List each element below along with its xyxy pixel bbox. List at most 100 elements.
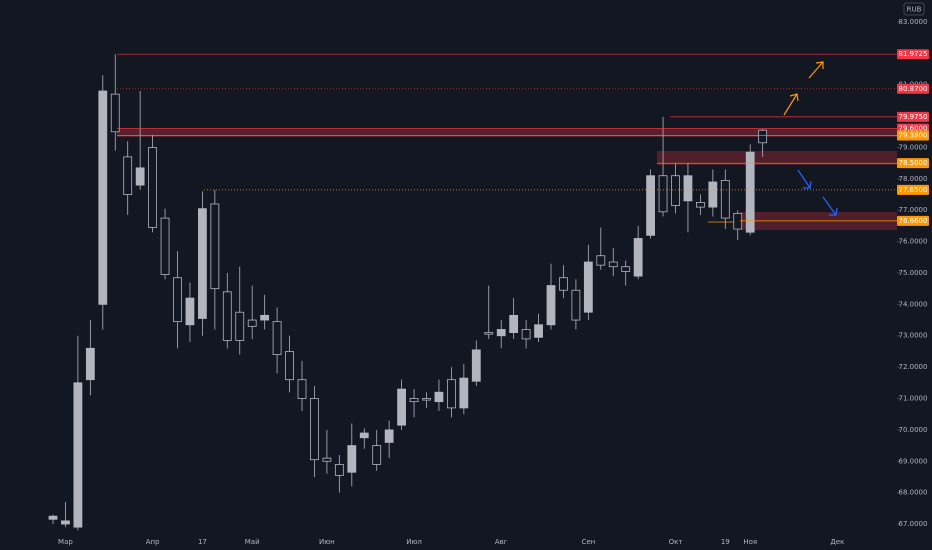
currency: RUB bbox=[907, 6, 922, 14]
x-tick-label: Июн bbox=[319, 538, 335, 546]
candle-body bbox=[98, 90, 108, 305]
level-label: 79.6000 bbox=[899, 125, 928, 133]
x-tick-label: 19 bbox=[721, 538, 730, 546]
x-tick-label: Дек bbox=[830, 538, 844, 546]
level-label-box bbox=[897, 215, 929, 226]
candle-body bbox=[185, 297, 195, 326]
y-tick-label: 75.0000 bbox=[899, 269, 928, 277]
candle-body bbox=[596, 255, 606, 266]
x-tick-label: Окт bbox=[669, 538, 683, 546]
candle-body bbox=[696, 201, 705, 208]
candle-body bbox=[571, 289, 581, 321]
candle-body bbox=[409, 398, 419, 403]
candle-body bbox=[210, 203, 220, 290]
y-tick-label: 79.0000 bbox=[899, 143, 928, 151]
y-tick-label: 70.0000 bbox=[899, 426, 928, 434]
candle-body bbox=[608, 261, 618, 268]
x-tick-label: Май bbox=[245, 538, 260, 546]
plot bbox=[48, 54, 768, 531]
candle-body bbox=[260, 314, 270, 321]
candle-body bbox=[384, 429, 394, 443]
level-label-box bbox=[897, 130, 929, 141]
arrows bbox=[783, 61, 838, 216]
candle-body bbox=[671, 175, 680, 206]
candle-body bbox=[247, 319, 257, 327]
candle-body bbox=[534, 324, 543, 338]
level-label-box bbox=[897, 111, 929, 122]
candle-body bbox=[521, 329, 531, 340]
candle-body bbox=[509, 314, 519, 334]
x-tick-label: Ноя bbox=[743, 538, 757, 546]
level-label: 76.6600 bbox=[899, 217, 928, 225]
candle-body bbox=[347, 445, 357, 473]
y-tick-label: 83.0000 bbox=[899, 18, 928, 26]
candle-body bbox=[484, 332, 494, 335]
y-tick-label: 78.0000 bbox=[899, 175, 928, 183]
candle-body bbox=[422, 398, 431, 401]
level-label-box bbox=[897, 184, 929, 195]
x-tick-label: Сен bbox=[581, 538, 595, 546]
x-tick-label: Апр bbox=[146, 538, 160, 546]
candle-body bbox=[758, 129, 768, 144]
currency-box bbox=[903, 2, 925, 16]
candle-body bbox=[633, 238, 643, 277]
x-tick-label: Мар bbox=[58, 538, 73, 546]
y-tick-label: 71.0000 bbox=[899, 395, 928, 403]
level-label-box bbox=[897, 158, 929, 169]
candle-body bbox=[272, 321, 282, 355]
candle-body bbox=[235, 311, 245, 341]
level-label: 81.9725 bbox=[899, 50, 928, 58]
level-label: 80.8700 bbox=[899, 85, 928, 93]
candle-body bbox=[73, 382, 83, 528]
candle-body bbox=[446, 379, 456, 409]
level-label-box bbox=[897, 83, 929, 94]
candle-body bbox=[745, 151, 755, 233]
candle-body bbox=[708, 181, 718, 208]
candle-body bbox=[646, 175, 655, 236]
candle-body bbox=[372, 445, 382, 465]
candle-body bbox=[197, 208, 207, 319]
candle-body bbox=[720, 180, 730, 219]
y-tick-label: 77.0000 bbox=[899, 206, 928, 214]
zone bbox=[117, 129, 897, 137]
candle-body bbox=[110, 93, 120, 133]
y-tick-label: 69.0000 bbox=[899, 457, 928, 465]
y-tick-label: 73.0000 bbox=[899, 332, 928, 340]
level-label-box bbox=[897, 49, 929, 60]
x-tick-label: Июл bbox=[406, 538, 422, 546]
candle-body bbox=[135, 167, 145, 186]
y-tick-label: 68.0000 bbox=[899, 489, 928, 497]
level-label: 78.5000 bbox=[899, 159, 928, 167]
candle-body bbox=[222, 291, 232, 341]
x-tick-label: 17 bbox=[198, 538, 207, 546]
candle-body bbox=[359, 432, 369, 439]
level-label: 79.9750 bbox=[899, 113, 928, 121]
candle-body bbox=[546, 285, 556, 326]
candle-body bbox=[123, 156, 133, 195]
x-tick-label: Авг bbox=[495, 538, 508, 546]
candle-body bbox=[334, 463, 344, 476]
candle-body bbox=[285, 351, 294, 381]
candle-body bbox=[621, 266, 631, 272]
level-label: 77.6500 bbox=[899, 186, 928, 194]
candle-body bbox=[459, 377, 469, 409]
candle-body bbox=[310, 398, 319, 461]
candle-body bbox=[148, 147, 158, 228]
candle-body bbox=[559, 277, 568, 291]
candle-body bbox=[434, 391, 444, 403]
candle-body bbox=[583, 261, 593, 313]
y-tick-label: 72.0000 bbox=[899, 363, 928, 371]
zone bbox=[657, 151, 897, 165]
candle-body bbox=[297, 379, 307, 399]
level-label: 79.3800 bbox=[899, 132, 928, 140]
candle-body bbox=[496, 329, 506, 337]
y-tick-label: 76.0000 bbox=[899, 238, 928, 246]
candle-body bbox=[173, 277, 182, 323]
candle-body bbox=[471, 349, 481, 382]
candle-body bbox=[160, 217, 170, 275]
candle-body bbox=[85, 347, 95, 381]
candle-body bbox=[61, 520, 70, 525]
y-tick-label: 74.0000 bbox=[899, 300, 928, 308]
